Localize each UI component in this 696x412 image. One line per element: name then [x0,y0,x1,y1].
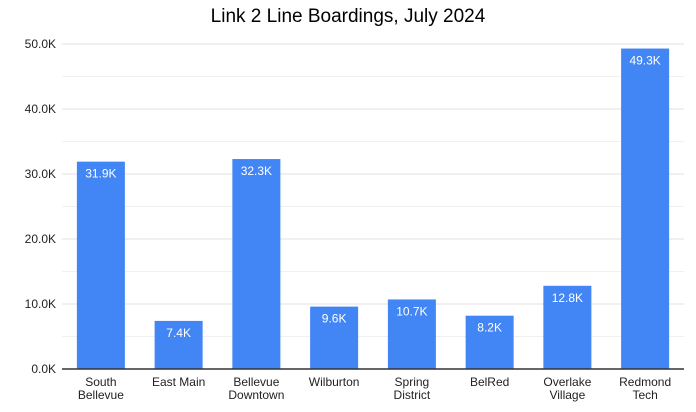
bar [76,161,125,369]
x-tick-label: District [394,388,431,402]
bar [310,306,359,369]
y-tick-label: 50.0K [25,37,56,51]
x-tick-label: East Main [152,375,205,389]
bar [543,285,592,369]
y-tick-label: 40.0K [25,102,56,116]
data-label: 8.2K [477,321,502,335]
y-tick-label: 10.0K [25,297,56,311]
data-label: 9.6K [322,312,347,326]
chart-title: Link 2 Line Boardings, July 2024 [211,6,486,27]
x-tick-label: Redmond [619,375,671,389]
x-tick-label: Wilburton [309,375,360,389]
bar [465,315,514,369]
x-tick-label: Bellevue [233,375,279,389]
data-label: 12.8K [552,291,583,305]
x-tick-label: Overlake [543,375,591,389]
x-tick-label: Bellevue [78,388,124,402]
bar [387,299,436,369]
y-tick-label: 30.0K [25,167,56,181]
data-label: 7.4K [166,326,191,340]
y-tick-label: 0.0K [31,362,56,376]
bar [621,48,670,370]
data-label: 31.9K [85,167,116,181]
x-tick-label: BelRed [470,375,509,389]
data-label: 32.3K [241,164,272,178]
x-tick-label: South [85,375,116,389]
x-tick-label: Downtown [228,388,284,402]
bar [232,159,281,369]
bar [154,320,203,369]
x-tick-label: Spring [395,375,430,389]
data-label: 10.7K [396,304,427,318]
x-tick-label: Tech [632,388,657,402]
data-label: 49.3K [629,54,660,68]
y-tick-label: 20.0K [25,232,56,246]
x-tick-label: Village [549,388,585,402]
